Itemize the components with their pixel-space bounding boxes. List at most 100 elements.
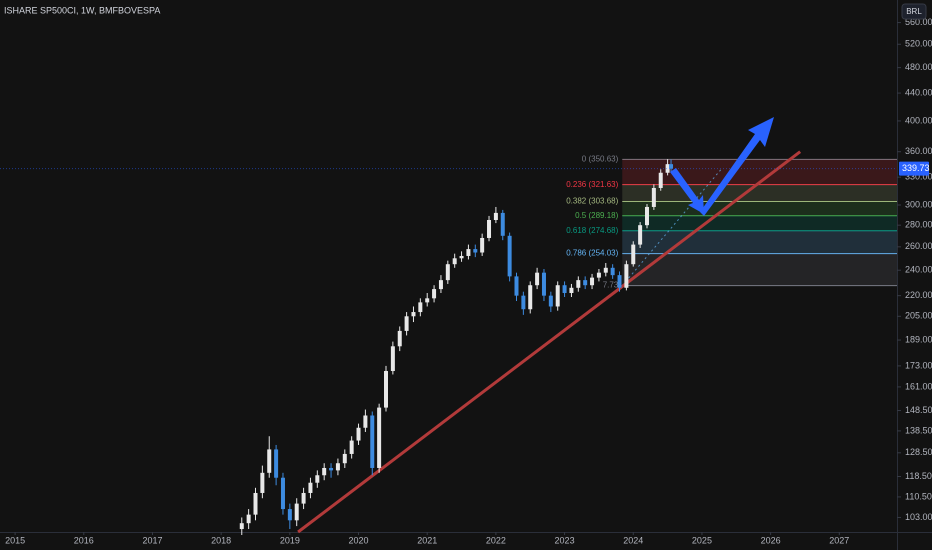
x-tick-label: 2019 <box>280 535 300 545</box>
candle-body <box>404 316 409 331</box>
candle-body <box>349 440 354 454</box>
candle-body <box>548 295 553 307</box>
candle-body <box>535 272 540 286</box>
fib-zone <box>622 201 897 216</box>
candle-body <box>514 276 519 296</box>
candle-body <box>576 280 581 288</box>
candle-body <box>669 164 674 169</box>
candle-body <box>590 277 595 286</box>
candle-body <box>287 509 292 521</box>
trend-layer <box>297 150 802 534</box>
fib-zone <box>622 184 897 202</box>
x-tick-label: 2027 <box>829 535 849 545</box>
x-tick-label: 2022 <box>486 535 506 545</box>
y-tick-label: 128.50 <box>905 447 932 457</box>
candle-body <box>411 312 416 317</box>
fib-level-label: 0.382 (303.68) <box>566 197 618 206</box>
candle-body <box>294 503 299 521</box>
fib-level-label: 0.618 (274.68) <box>566 226 618 235</box>
candle-body <box>596 272 601 278</box>
candle-body <box>363 415 368 428</box>
up-arrow <box>700 117 774 216</box>
fib-zone <box>622 215 897 231</box>
candle-body <box>610 267 615 276</box>
fib-connector <box>621 169 722 286</box>
candle-body <box>658 172 663 188</box>
candle-body <box>274 449 279 478</box>
currency-label[interactable]: BRL <box>906 7 922 16</box>
candle-body <box>315 475 320 483</box>
candle-body <box>432 289 437 299</box>
candle-body <box>342 453 347 464</box>
candle-body <box>487 219 492 238</box>
candle-body <box>500 212 505 236</box>
candle-body <box>651 187 656 207</box>
candle-body <box>541 272 546 296</box>
candle-body <box>480 237 485 253</box>
candle-body <box>603 267 608 273</box>
candle-body <box>322 467 327 476</box>
candle-body <box>631 244 636 265</box>
x-tick-label: 2025 <box>692 535 712 545</box>
candle-body <box>438 280 443 290</box>
y-tick-label: 480.00 <box>905 62 932 72</box>
candle-body <box>370 415 375 468</box>
fib-level-label: 0 (350.63) <box>582 155 619 164</box>
currency-button[interactable] <box>901 3 927 20</box>
candle-body <box>239 523 244 530</box>
y-tick-label: 560.00 <box>905 17 932 27</box>
candle-body <box>569 287 574 294</box>
y-tick-label: 520.00 <box>905 39 932 49</box>
x-tick-label: 2024 <box>623 535 643 545</box>
fib-zone <box>622 253 897 286</box>
y-tick-label: 148.50 <box>905 405 932 415</box>
fib-level-label: 0.236 (321.63) <box>566 180 618 189</box>
y-tick-label: 189.00 <box>905 334 932 344</box>
candle-body <box>418 302 423 313</box>
candle-body <box>280 477 285 510</box>
y-tick-label: 300.00 <box>905 199 932 209</box>
candle-layer <box>0 159 897 535</box>
y-tick-label: 118.50 <box>905 471 932 481</box>
candle-body <box>644 206 649 226</box>
candle-body <box>329 467 334 471</box>
candle-body <box>473 249 478 253</box>
last-price-label: 339.73 <box>902 163 930 173</box>
fib-level-label: 7.73 <box>603 281 619 290</box>
candle-body <box>383 371 388 408</box>
candle-body <box>617 275 622 288</box>
candle-body <box>507 235 512 277</box>
candle-body <box>466 249 471 256</box>
x-tick-label: 2021 <box>417 535 437 545</box>
candle-body <box>335 463 340 471</box>
candle-body <box>390 346 395 372</box>
candle-body <box>308 482 313 493</box>
y-tick-label: 280.00 <box>905 220 932 230</box>
candle-body <box>397 330 402 347</box>
candle-body <box>445 264 450 281</box>
candle-body <box>665 164 670 173</box>
y-tick-label: 360.00 <box>905 146 932 156</box>
y-tick-label: 260.00 <box>905 241 932 251</box>
x-tick-label: 2015 <box>5 535 25 545</box>
candle-body <box>253 492 258 515</box>
axis-layer: 103.00 110.50 118.50 128.50 138.50 148.50 161.… <box>5 17 932 545</box>
candle-body <box>521 295 526 310</box>
y-tick-label: 330.00 <box>905 172 932 182</box>
fib-zone <box>622 230 897 254</box>
x-tick-label: 2020 <box>349 535 369 545</box>
y-tick-label: 205.00 <box>905 311 932 321</box>
candle-body <box>459 255 464 259</box>
y-tick-label: 400.00 <box>905 115 932 125</box>
y-tick-label: 110.50 <box>905 491 932 501</box>
chart-title: ISHARE SP500CI, 1W, BMFBOVESPA <box>4 5 160 15</box>
x-tick-label: 2023 <box>555 535 575 545</box>
candle-body <box>377 407 382 468</box>
candle-body <box>246 514 251 524</box>
candle-body <box>301 492 306 504</box>
candle-body <box>638 225 643 245</box>
candle-body <box>425 298 430 303</box>
candle-body <box>356 427 361 441</box>
